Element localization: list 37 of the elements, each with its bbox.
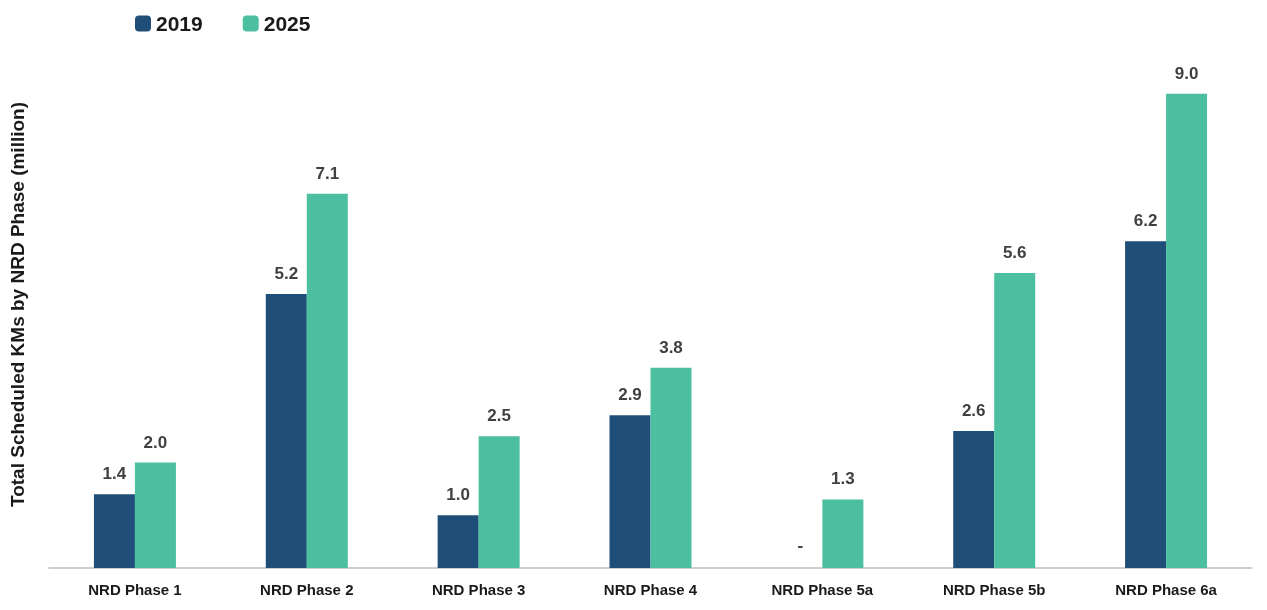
data-label: 2.0	[143, 432, 168, 452]
x-tick-label: NRD Phase 5a	[771, 581, 874, 598]
annotation: -	[797, 536, 804, 555]
bar	[134, 462, 176, 568]
data-label: 9.0	[1174, 63, 1199, 83]
bar	[265, 293, 307, 568]
bar	[609, 415, 651, 568]
data-label: 2.5	[487, 406, 511, 426]
x-tick-label: NRD Phase 4	[603, 581, 698, 598]
data-label: 5.6	[1002, 242, 1027, 262]
x-tick-label: NRD Phase 3	[431, 581, 526, 598]
bar	[650, 367, 692, 568]
data-label: 6.2	[1133, 211, 1158, 231]
bar	[478, 436, 520, 568]
bar	[93, 494, 135, 568]
y-axis-title: Total Scheduled KMs by NRD Phase (million)	[7, 101, 28, 508]
bar	[1166, 93, 1208, 568]
data-label: 1.0	[446, 485, 470, 505]
legend-label: 2019	[156, 12, 203, 35]
x-tick-label: NRD Phase 6a	[1115, 581, 1218, 598]
bar	[306, 193, 348, 568]
data-label: 1.4	[102, 464, 127, 484]
data-label: 2.6	[961, 400, 986, 420]
bar	[953, 430, 995, 568]
data-label: 2.9	[618, 385, 642, 405]
bar	[1125, 241, 1167, 568]
data-label: 1.3	[831, 469, 855, 489]
data-label: 7.1	[315, 163, 340, 183]
bar	[994, 272, 1036, 568]
data-label: 5.2	[274, 263, 299, 283]
x-tick-label: NRD Phase 5b	[942, 581, 1046, 598]
bar	[822, 499, 864, 568]
legend-label: 2025	[263, 12, 311, 35]
x-tick-label: NRD Phase 1	[88, 581, 182, 598]
data-label: 3.8	[659, 337, 683, 357]
x-tick-label: NRD Phase 2	[260, 581, 354, 598]
bar	[437, 515, 479, 568]
